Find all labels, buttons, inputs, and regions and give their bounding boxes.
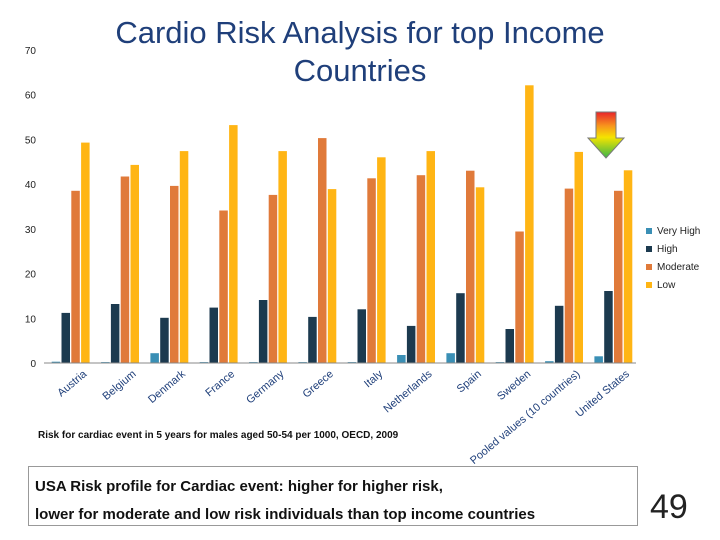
- y-tick-label: 30: [25, 225, 37, 236]
- legend-label: Very High: [657, 225, 701, 237]
- legend-item: Very High: [646, 222, 700, 240]
- x-tick-label: Germany: [244, 368, 287, 407]
- bar-moderate: [416, 175, 426, 363]
- legend-item: Moderate: [646, 258, 700, 276]
- bar-low: [179, 151, 189, 363]
- y-tick-label: 0: [30, 359, 36, 370]
- chart-legend: Very High High Moderate Low: [646, 222, 700, 294]
- y-tick-label: 40: [25, 180, 37, 191]
- legend-swatch: [646, 228, 652, 234]
- bar-high: [160, 317, 169, 363]
- legend-label: Moderate: [657, 261, 700, 273]
- summary-textbox: USA Risk profile for Cardiac event: high…: [28, 466, 638, 526]
- bar-low: [81, 142, 90, 363]
- y-tick-label: 10: [25, 314, 37, 325]
- bar-very-high: [51, 361, 61, 363]
- chart-footnote: Risk for cardiac event in 5 years for ma…: [38, 430, 399, 441]
- x-tick-label: Austria: [55, 368, 90, 400]
- bar-very-high: [594, 356, 603, 363]
- bars: [51, 85, 633, 364]
- bar-high: [209, 307, 218, 363]
- legend-swatch: [646, 246, 652, 252]
- bar-high: [357, 309, 366, 363]
- bar-moderate: [367, 178, 376, 363]
- legend-item: High: [646, 240, 700, 258]
- bar-moderate: [466, 170, 475, 363]
- x-tick-label: France: [203, 368, 237, 399]
- summary-line-2: lower for moderate and low risk individu…: [35, 506, 536, 523]
- bar-high: [406, 325, 416, 363]
- bar-low: [426, 151, 435, 363]
- x-tick-label: Belgium: [100, 368, 138, 403]
- legend-swatch: [646, 264, 652, 270]
- bar-low: [377, 157, 386, 363]
- bar-moderate: [515, 231, 524, 363]
- gradient-down-arrow-icon: [586, 111, 626, 159]
- x-tick-label: Netherlands: [381, 368, 435, 416]
- bar-moderate: [614, 190, 623, 363]
- legend-swatch: [646, 282, 652, 288]
- bar-low: [623, 170, 633, 363]
- y-tick-label: 20: [25, 270, 37, 281]
- x-tick-label: Denmark: [146, 368, 188, 406]
- x-tick-label: Sweden: [495, 368, 533, 403]
- bar-moderate: [268, 194, 278, 363]
- x-tick-label: Greece: [301, 368, 336, 400]
- slide-number: 49: [650, 488, 688, 526]
- y-axis: 0 10 20 30 40 50 60 70: [25, 46, 37, 370]
- x-tick-label: Spain: [455, 368, 484, 395]
- bar-moderate: [170, 185, 179, 363]
- bar-very-high: [150, 353, 159, 363]
- bar-high: [258, 300, 268, 363]
- bar-moderate: [318, 138, 327, 363]
- bar-low: [574, 151, 583, 363]
- bar-moderate: [564, 188, 574, 363]
- bar-high: [456, 293, 465, 363]
- bar-high: [110, 304, 120, 363]
- legend-item: Low: [646, 276, 700, 294]
- x-tick-label: Italy: [362, 368, 386, 390]
- chart-title: Cardio Risk Analysis for top Income Coun…: [115, 15, 605, 88]
- bar-low: [278, 151, 287, 363]
- bar-moderate: [120, 176, 130, 363]
- bar-very-high: [545, 361, 554, 363]
- bar-high: [61, 312, 70, 363]
- x-tick-label: United States: [574, 368, 633, 420]
- bar-high: [554, 305, 564, 363]
- summary-line-1: USA Risk profile for Cardiac event: high…: [35, 478, 443, 495]
- x-axis: Austria Belgium Denmark France Germany Greece…: [44, 362, 636, 467]
- bar-low: [475, 187, 485, 363]
- bar-low: [327, 189, 337, 363]
- bar-very-high: [397, 355, 406, 363]
- bar-very-high: [446, 353, 455, 363]
- y-tick-label: 60: [25, 91, 37, 102]
- bar-high: [505, 329, 514, 363]
- bar-low: [525, 85, 534, 364]
- bar-high: [308, 316, 317, 363]
- legend-label: Low: [657, 279, 676, 291]
- y-tick-label: 50: [25, 135, 37, 146]
- bar-low: [130, 164, 139, 363]
- bar-moderate: [71, 190, 80, 363]
- bar-moderate: [219, 210, 228, 363]
- bar-low: [229, 125, 238, 363]
- bar-high: [604, 291, 613, 363]
- legend-label: High: [657, 243, 678, 255]
- y-tick-label: 70: [25, 46, 37, 57]
